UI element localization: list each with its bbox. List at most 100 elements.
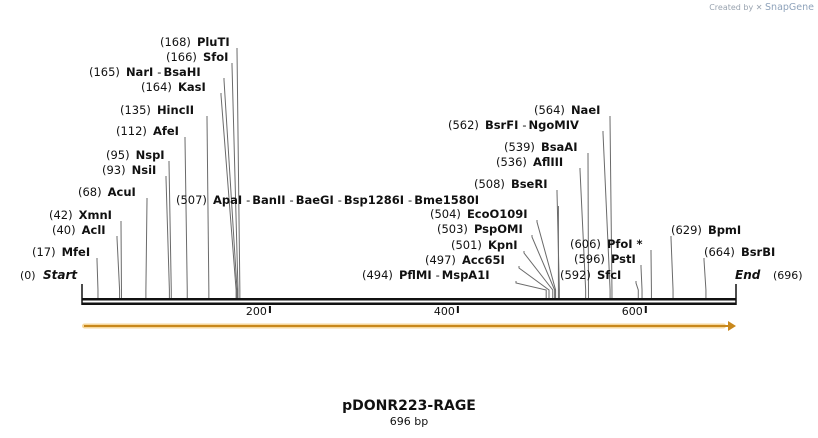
site-label[interactable]: (95) NspI <box>106 148 165 162</box>
enzyme-name[interactable]: NsiI <box>132 163 157 177</box>
site-position: (135) <box>120 103 151 117</box>
site-position: (564) <box>534 103 565 117</box>
site-leader-line <box>184 137 188 298</box>
enzyme-name[interactable]: PflMI <box>399 268 432 282</box>
enzyme-name[interactable]: BsaAI <box>541 140 578 154</box>
site-position: (508) <box>474 177 505 191</box>
site-position: (503) <box>437 222 468 236</box>
enzyme-name[interactable]: AcuI <box>108 185 136 199</box>
enzyme-name[interactable]: Bsp1286I <box>344 193 404 207</box>
site-position: (629) <box>671 223 702 237</box>
site-leader-line <box>602 131 611 298</box>
site-leader-line <box>556 190 560 298</box>
site-position: (40) <box>52 223 76 237</box>
site-position: (165) <box>89 65 120 79</box>
site-label[interactable]: (135) HincII <box>120 103 194 117</box>
site-separator: - <box>338 193 342 207</box>
enzyme-name[interactable]: SfcI <box>597 268 621 282</box>
site-leader-line <box>165 176 170 298</box>
site-label[interactable]: (168) PluTI <box>160 35 230 49</box>
site-label[interactable]: (592) SfcI <box>560 268 621 282</box>
site-label[interactable]: (17) MfeI <box>32 245 90 259</box>
enzyme-name[interactable]: BsrFI <box>485 118 518 132</box>
site-position: (164) <box>141 80 172 94</box>
site-label[interactable]: (539) BsaAI <box>504 140 578 154</box>
enzyme-name[interactable]: AflIII <box>533 155 563 169</box>
site-label[interactable]: (497) Acc65I <box>425 253 505 267</box>
site-label[interactable]: (596) PstI <box>574 252 636 266</box>
enzyme-name[interactable]: NarI <box>126 65 153 79</box>
site-label[interactable]: (564) NaeI <box>534 103 600 117</box>
site-label[interactable]: (166) SfoI <box>166 50 228 64</box>
site-position: (504) <box>430 207 461 221</box>
site-leader-line <box>635 281 639 298</box>
site-separator: - <box>290 193 294 207</box>
enzyme-name[interactable]: NgoMIV <box>529 118 579 132</box>
site-position: (68) <box>78 185 102 199</box>
enzyme-name[interactable]: EcoO109I <box>467 207 528 221</box>
enzyme-name[interactable]: BsrBI <box>741 245 775 259</box>
feature-arrow[interactable] <box>82 321 736 331</box>
site-leader-line <box>116 236 121 298</box>
site-leader-line <box>96 258 99 298</box>
site-leader-line <box>145 198 148 298</box>
enzyme-name[interactable]: BsaHI <box>163 65 200 79</box>
enzyme-name[interactable]: BaeGI <box>296 193 334 207</box>
site-label[interactable]: (606) PfoI * <box>570 237 643 251</box>
enzyme-name[interactable]: AfeI <box>153 124 179 138</box>
site-label[interactable]: (494) PflMI - MspA1I <box>362 268 489 282</box>
sequence-title: pDONR223-RAGE <box>342 398 476 414</box>
site-label[interactable]: (629) BpmI <box>671 223 741 237</box>
site-leader-line <box>640 265 643 298</box>
snapgene-logo-icon: ✕ <box>755 3 763 12</box>
enzyme-name[interactable]: PspOMI <box>474 222 523 236</box>
axis-tick <box>644 306 647 313</box>
site-label[interactable]: (93) NsiI <box>102 163 156 177</box>
enzyme-name[interactable]: MspA1I <box>442 268 490 282</box>
site-label[interactable]: (501) KpnI <box>451 238 518 252</box>
site-label[interactable]: (508) BseRI <box>474 177 547 191</box>
site-label[interactable]: (164) KasI <box>141 80 206 94</box>
site-position: (539) <box>504 140 535 154</box>
enzyme-name[interactable]: PstI <box>611 252 636 266</box>
site-position: (494) <box>362 268 393 282</box>
enzyme-name[interactable]: KasI <box>178 80 206 94</box>
enzyme-name[interactable]: ApaI <box>213 193 242 207</box>
site-label[interactable]: (664) BsrBI <box>704 245 775 259</box>
axis-tick-label: 400 <box>434 305 455 318</box>
site-leader-line <box>523 251 554 298</box>
site-position: (501) <box>451 238 482 252</box>
start-position: (0) <box>20 269 36 282</box>
enzyme-name[interactable]: MfeI <box>62 245 91 259</box>
site-label[interactable]: (112) AfeI <box>116 124 179 138</box>
enzyme-name[interactable]: NspI <box>136 148 165 162</box>
enzyme-name[interactable]: BseRI <box>511 177 548 191</box>
enzyme-name[interactable]: BpmI <box>708 223 741 237</box>
enzyme-name[interactable]: SfoI <box>203 50 228 64</box>
enzyme-name[interactable]: HincII <box>157 103 194 117</box>
enzyme-name[interactable]: AclI <box>82 223 106 237</box>
site-separator: - <box>436 268 440 282</box>
enzyme-name[interactable]: KpnI <box>488 238 518 252</box>
site-label[interactable]: (562) BsrFI - NgoMIV <box>448 118 579 132</box>
site-label[interactable]: (68) AcuI <box>78 185 136 199</box>
enzyme-name[interactable]: Bme1580I <box>414 193 479 207</box>
site-label[interactable]: (40) AclI <box>52 223 106 237</box>
site-label[interactable]: (503) PspOMI <box>437 222 523 236</box>
enzyme-name[interactable]: NaeI <box>571 103 600 117</box>
site-label[interactable]: (507) ApaI - BanII - BaeGI - Bsp1286I - B… <box>176 193 479 207</box>
site-label[interactable]: (42) XmnI <box>49 208 112 222</box>
site-leader-line <box>579 168 587 298</box>
site-label[interactable]: (504) EcoO109I <box>430 207 528 221</box>
site-label[interactable]: (165) NarI - BsaHI <box>89 65 201 79</box>
site-leader-line <box>515 281 547 298</box>
site-leader-line <box>536 220 557 298</box>
enzyme-name[interactable]: PluTI <box>197 35 230 49</box>
enzyme-name[interactable]: BanII <box>252 193 285 207</box>
site-label[interactable]: (536) AflIII <box>496 155 563 169</box>
enzyme-name[interactable]: XmnI <box>79 208 112 222</box>
site-position: (497) <box>425 253 456 267</box>
enzyme-name[interactable]: Acc65I <box>462 253 505 267</box>
enzyme-name[interactable]: PfoI * <box>607 237 643 251</box>
